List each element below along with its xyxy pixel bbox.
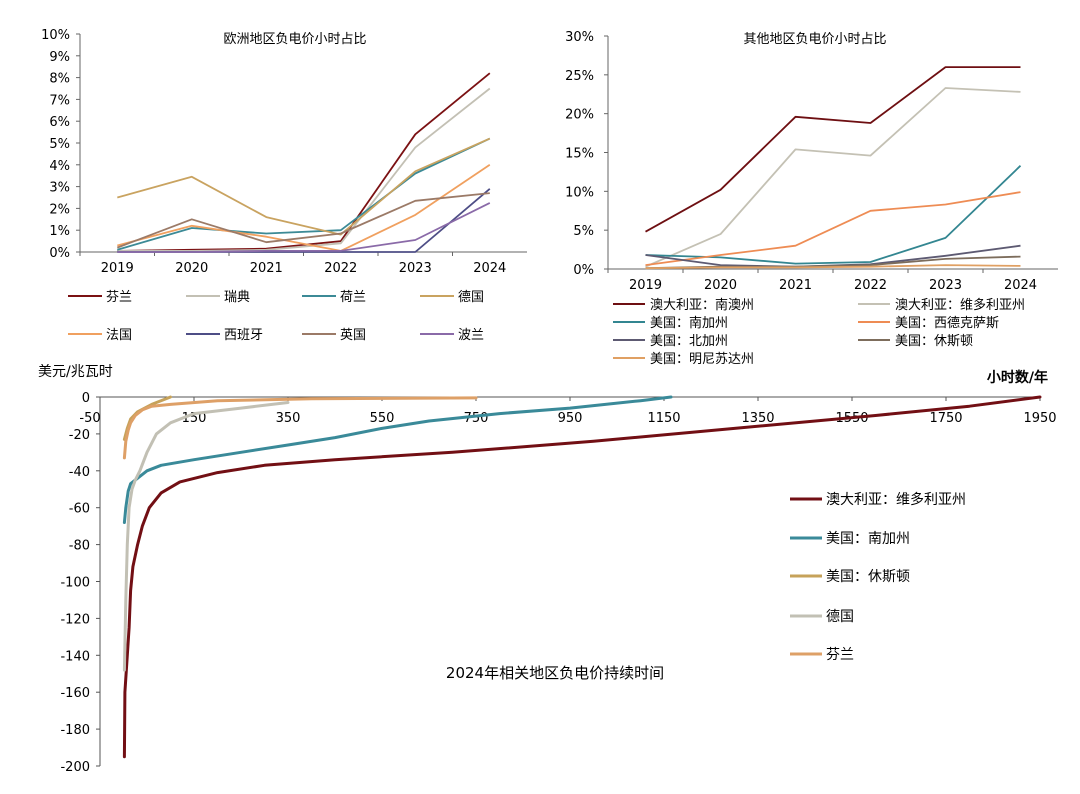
europe-x-tick-label: 2019 — [101, 261, 134, 276]
other-legend-label: 美国：休斯顿 — [895, 334, 973, 349]
duration-series-line — [122, 395, 1042, 759]
europe-y-tick-label: 4% — [49, 159, 70, 174]
other-y-tick-label: 0% — [573, 263, 594, 278]
duration-x-tick-label: 1950 — [1023, 411, 1056, 426]
duration-y-tick-label: -200 — [60, 760, 90, 775]
other-legend-label: 澳大利亚：维多利亚州 — [895, 297, 1025, 313]
europe-y-tick-label: 0% — [49, 246, 70, 261]
duration-x-tick-label: 750 — [464, 411, 489, 426]
duration-series-line — [122, 396, 478, 460]
europe-series-line — [117, 164, 491, 252]
other-series-line — [645, 87, 1021, 268]
duration-x-tick-label: 1750 — [929, 411, 962, 426]
europe-x-tick-label: 2022 — [324, 261, 357, 276]
duration-y-tick-label: -80 — [69, 539, 90, 554]
duration-series-line — [122, 395, 172, 441]
other-y-tick-label: 25% — [565, 69, 594, 84]
other-legend-label: 美国：西德克萨斯 — [895, 316, 999, 331]
other-y-tick-label: 20% — [565, 108, 594, 123]
duration-y-tick-label: -180 — [60, 723, 90, 738]
europe-y-tick-label: 2% — [49, 202, 70, 217]
duration-x-tick-label: 350 — [276, 411, 301, 426]
other-x-tick-label: 2023 — [929, 278, 962, 293]
other-y-tick-label: 15% — [565, 147, 594, 162]
europe-y-tick-label: 8% — [49, 72, 70, 87]
europe-x-tick-label: 2020 — [175, 261, 208, 276]
europe-chart-title: 欧洲地区负电价小时占比 — [223, 32, 366, 47]
duration-chart-title: 2024年相关地区负电价持续时间 — [446, 664, 664, 682]
europe-x-tick-label: 2021 — [250, 261, 283, 276]
europe-y-tick-label: 9% — [49, 50, 70, 65]
other-legend-label: 美国：北加州 — [650, 334, 728, 349]
duration-y-tick-label: 0 — [82, 391, 90, 406]
duration-legend-label: 德国 — [826, 609, 854, 625]
europe-legend-label: 法国 — [106, 328, 132, 343]
other-x-tick-label: 2021 — [779, 278, 812, 293]
duration-chart: 美元/兆瓦时 小时数/年 2024年相关地区负电价持续时间 0 -20 -40 -60… — [38, 364, 1057, 775]
europe-legend-label: 芬兰 — [106, 290, 132, 305]
duration-x-tick-label: 550 — [370, 411, 395, 426]
europe-series-line — [117, 137, 491, 251]
europe-legend-label: 瑞典 — [224, 290, 250, 305]
duration-x-tick-label: 1150 — [647, 411, 680, 426]
duration-x-tick-label: -50 — [79, 411, 100, 426]
other-legend-label: 美国：南加州 — [650, 315, 728, 331]
other-y-tick-label: 10% — [565, 185, 594, 200]
europe-series-line — [116, 192, 490, 249]
europe-legend-label: 波兰 — [458, 328, 484, 343]
duration-legend-label: 澳大利亚：维多利亚州 — [826, 491, 966, 508]
europe-x-tick-label: 2023 — [399, 261, 432, 276]
other-y-tick-label: 5% — [573, 224, 594, 239]
other-series-line — [645, 165, 1022, 265]
duration-y-unit: 美元/兆瓦时 — [38, 364, 113, 380]
other-x-tick-label: 2024 — [1004, 278, 1037, 293]
europe-series-line — [117, 87, 491, 252]
europe-series-line — [117, 137, 491, 236]
other-series-line — [645, 264, 1021, 270]
europe-legend-label: 德国 — [458, 290, 484, 305]
duration-y-tick-label: -120 — [60, 612, 90, 627]
duration-y-tick-label: -140 — [60, 649, 90, 664]
duration-legend-label: 芬兰 — [826, 647, 854, 663]
duration-x-tick-label: 1350 — [741, 411, 774, 426]
europe-legend-label: 英国 — [340, 328, 366, 343]
other-x-tick-label: 2022 — [854, 278, 887, 293]
duration-legend-label: 美国：南加州 — [826, 531, 910, 547]
duration-y-tick-label: -20 — [69, 428, 90, 443]
europe-y-tick-label: 5% — [49, 137, 70, 152]
duration-y-tick-label: -60 — [69, 502, 90, 517]
europe-series-line — [117, 72, 491, 252]
other-chart-title: 其他地区负电价小时占比 — [743, 32, 886, 47]
europe-y-tick-label: 3% — [49, 181, 70, 196]
europe-legend-label: 西班牙 — [224, 328, 263, 343]
duration-series-line — [122, 395, 673, 524]
europe-y-tick-label: 7% — [49, 93, 70, 108]
duration-y-tick-label: -160 — [60, 686, 90, 701]
duration-x-tick-label: 950 — [558, 411, 583, 426]
other-series-line — [645, 66, 1021, 233]
duration-x-unit: 小时数/年 — [987, 369, 1048, 386]
other-x-tick-label: 2019 — [629, 278, 662, 293]
other-legend-label: 澳大利亚：南澳州 — [650, 297, 754, 313]
europe-legend-label: 荷兰 — [340, 290, 366, 305]
duration-series-line — [122, 401, 290, 672]
europe-negative-price-chart: 欧洲地区负电价小时占比 0% 1% 2% 3% 4% 5% 6% 7% 8% 9% 10% 2019 2… — [41, 28, 527, 343]
europe-y-tick-label: 10% — [41, 28, 70, 43]
other-legend-label: 美国：明尼苏达州 — [650, 351, 754, 367]
europe-y-tick-label: 6% — [49, 115, 70, 130]
europe-x-tick-label: 2024 — [473, 261, 506, 276]
duration-legend-label: 美国：休斯顿 — [826, 569, 910, 585]
duration-y-tick-label: -100 — [60, 576, 90, 591]
duration-y-tick-label: -40 — [69, 465, 90, 480]
other-regions-negative-price-chart: 其他地区负电价小时占比 0% 5% 10% 15% 20% 25% 30% 2019 2020 2… — [565, 30, 1058, 367]
other-x-tick-label: 2020 — [704, 278, 737, 293]
other-series-line — [645, 191, 1021, 266]
europe-series-line — [117, 202, 491, 253]
europe-y-tick-label: 1% — [49, 224, 70, 239]
other-y-tick-label: 30% — [565, 30, 594, 45]
